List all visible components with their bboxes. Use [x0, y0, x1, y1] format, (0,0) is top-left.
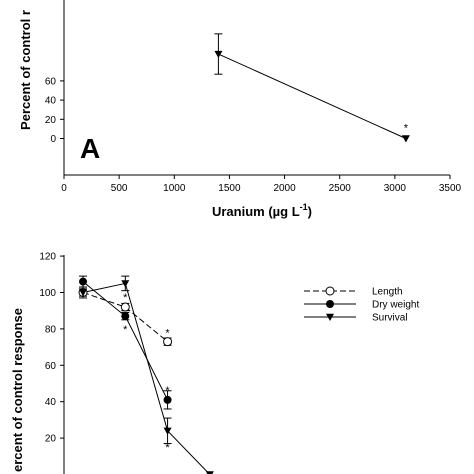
panel-b-series-line-0: [82, 292, 168, 343]
panel-a-significance-star: *: [404, 123, 409, 135]
panel-a-x-axis-label: Uranium (µg L-1): [212, 202, 312, 219]
legend-marker-1: [326, 300, 334, 308]
panel-a-y-tick-label: 20: [45, 115, 57, 126]
legend-marker-0: [325, 286, 335, 296]
panel-b-point: [79, 277, 88, 286]
panel-b-significance-star: *: [123, 324, 128, 336]
panel-b-y-tick-label: 20: [45, 434, 57, 445]
panel-b-point: [163, 337, 173, 347]
panel-b-y-tick-label: 60: [45, 361, 57, 372]
panel-a-x-tick-label: 3000: [384, 183, 407, 194]
panel-a-y-axis-label: Percent of control r: [18, 10, 33, 130]
panel-b-y-tick-label: 40: [45, 397, 57, 408]
panel-a-y-tick-label: 0: [50, 134, 56, 145]
panel-b-significance-star: *: [165, 442, 170, 454]
panel-b-y-tick-label: 100: [39, 288, 56, 299]
panel-b-series-line-2: [82, 282, 211, 474]
panel-b-point: [163, 395, 172, 404]
panel-a-x-tick-label: 500: [111, 183, 128, 194]
panel-a-x-tick-label: 3500: [439, 183, 462, 194]
panel-b-y-tick-label: 80: [45, 324, 57, 335]
panel-b-point: [163, 427, 172, 435]
panel-a-x-tick-label: 0: [61, 183, 67, 194]
panel-a-x-tick-label: 2500: [329, 183, 352, 194]
panel-a-ticks: 0 500 1000 1500 2000 2500 3000 3500 0 20 40 60: [45, 76, 462, 194]
panel-b-point: [121, 312, 130, 321]
panel-b-marks: * * * * *: [78, 275, 214, 474]
panel-b-legend: Length Dry weight Survival: [304, 286, 419, 324]
panel-a-series-line: [218, 53, 407, 139]
panel-b-point: [120, 302, 130, 312]
panel-b-y-axis-label: ercent of control response: [10, 308, 25, 472]
panel-b-point: [205, 471, 214, 474]
panel-b-significance-star: *: [165, 328, 170, 340]
panel-a-letter: A: [80, 133, 100, 164]
panel-a-point: [214, 50, 223, 59]
panel-a-x-tick-label: 2000: [273, 183, 296, 194]
panel-b-point: [79, 289, 88, 297]
x-label-main: Uranium (µg L: [212, 204, 300, 219]
panel-a-y-tick-label: 60: [45, 76, 57, 87]
legend-marker-2: [326, 313, 334, 321]
legend-label-2: Survival: [372, 313, 408, 324]
x-label-close: ): [308, 204, 312, 219]
panel-b-point: [121, 280, 130, 288]
legend-label-1: Dry weight: [372, 300, 419, 311]
panel-b-significance-star: *: [123, 292, 128, 304]
legend-label-0: Length: [372, 287, 403, 298]
panel-b-significance-star: *: [165, 385, 170, 397]
panel-a-x-tick-label: 1000: [163, 183, 186, 194]
panel-b-ticks: 20 40 60 80 100 120: [39, 252, 64, 445]
panel-a-x-tick-label: 1500: [218, 183, 241, 194]
panel-a-point: [401, 135, 410, 143]
panel-b: 20 40 60 80 100 120 * * * * * ercent of control r…: [10, 252, 419, 474]
x-label-superscript: -1: [300, 202, 308, 212]
panel-b-y-tick-label: 120: [39, 252, 56, 263]
panel-a-y-tick-label: 40: [45, 96, 57, 107]
panel-a-marks: *: [214, 33, 410, 143]
